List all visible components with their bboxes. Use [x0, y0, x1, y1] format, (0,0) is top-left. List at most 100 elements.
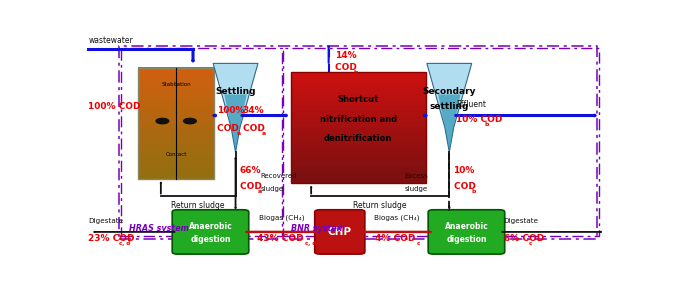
- FancyBboxPatch shape: [138, 90, 215, 96]
- FancyBboxPatch shape: [291, 83, 426, 89]
- FancyBboxPatch shape: [138, 128, 215, 134]
- Text: CHP: CHP: [328, 227, 352, 237]
- FancyBboxPatch shape: [138, 150, 215, 157]
- Polygon shape: [427, 63, 472, 152]
- FancyBboxPatch shape: [138, 173, 215, 179]
- Text: 100% COD: 100% COD: [89, 102, 141, 111]
- Text: Anaerobic: Anaerobic: [445, 222, 488, 231]
- FancyBboxPatch shape: [291, 127, 426, 133]
- Text: b: b: [354, 70, 358, 75]
- Text: c, d: c, d: [306, 241, 317, 246]
- FancyBboxPatch shape: [291, 77, 426, 83]
- Text: Biogas (CH₄): Biogas (CH₄): [259, 215, 304, 221]
- FancyBboxPatch shape: [291, 99, 426, 105]
- FancyBboxPatch shape: [138, 84, 215, 90]
- Text: Recovered: Recovered: [261, 173, 298, 179]
- Text: nitrification and: nitrification and: [319, 115, 397, 124]
- Text: 4% COD: 4% COD: [375, 234, 418, 243]
- Text: 23% COD: 23% COD: [88, 234, 138, 243]
- FancyBboxPatch shape: [138, 145, 215, 151]
- Circle shape: [184, 118, 196, 124]
- FancyBboxPatch shape: [291, 111, 426, 117]
- Text: Return sludge: Return sludge: [172, 200, 225, 210]
- Text: Contact: Contact: [165, 152, 187, 157]
- Text: 43% COD: 43% COD: [257, 234, 306, 243]
- Text: 66%: 66%: [240, 166, 262, 175]
- Text: Biogas (CH₄): Biogas (CH₄): [374, 215, 419, 221]
- FancyBboxPatch shape: [138, 156, 215, 162]
- FancyBboxPatch shape: [138, 78, 215, 84]
- FancyBboxPatch shape: [291, 116, 426, 122]
- FancyBboxPatch shape: [138, 106, 215, 112]
- FancyBboxPatch shape: [138, 162, 215, 168]
- FancyBboxPatch shape: [291, 171, 426, 178]
- FancyBboxPatch shape: [315, 210, 365, 254]
- Text: Settling: Settling: [215, 87, 256, 96]
- Text: Anaerobic: Anaerobic: [189, 222, 232, 231]
- FancyBboxPatch shape: [291, 94, 426, 100]
- Text: BNR system: BNR system: [291, 224, 345, 233]
- FancyBboxPatch shape: [291, 177, 426, 183]
- Polygon shape: [224, 94, 247, 152]
- FancyBboxPatch shape: [291, 72, 426, 78]
- FancyBboxPatch shape: [291, 144, 426, 150]
- FancyBboxPatch shape: [138, 95, 215, 101]
- FancyBboxPatch shape: [291, 166, 426, 172]
- Text: Excess: Excess: [405, 173, 428, 179]
- FancyBboxPatch shape: [428, 210, 505, 254]
- Text: Digestate: Digestate: [88, 218, 123, 224]
- FancyBboxPatch shape: [291, 105, 426, 111]
- Bar: [119, 46, 597, 238]
- Text: a: a: [237, 131, 241, 136]
- Text: Return sludge: Return sludge: [353, 200, 407, 210]
- Text: c: c: [529, 241, 533, 246]
- Circle shape: [156, 118, 169, 124]
- Text: Stabliation: Stabliation: [161, 82, 191, 87]
- FancyBboxPatch shape: [172, 210, 249, 254]
- Text: b: b: [485, 122, 489, 127]
- Text: settling: settling: [430, 102, 469, 111]
- Text: digestion: digestion: [446, 235, 487, 245]
- Text: denitrification: denitrification: [324, 134, 392, 143]
- FancyBboxPatch shape: [138, 139, 215, 145]
- Text: 10% COD: 10% COD: [456, 115, 506, 124]
- Text: c: c: [417, 241, 419, 246]
- Text: 6% COD: 6% COD: [504, 234, 547, 243]
- Text: 34%: 34%: [242, 106, 264, 115]
- Text: COD: COD: [335, 63, 360, 72]
- Bar: [121, 48, 282, 236]
- Text: Digestate: Digestate: [504, 218, 539, 224]
- FancyBboxPatch shape: [291, 149, 426, 156]
- Polygon shape: [438, 94, 460, 152]
- Polygon shape: [213, 63, 258, 152]
- FancyBboxPatch shape: [291, 155, 426, 161]
- Text: c, d: c, d: [119, 241, 131, 246]
- FancyBboxPatch shape: [291, 138, 426, 144]
- Text: Shortcut: Shortcut: [338, 96, 379, 105]
- FancyBboxPatch shape: [138, 167, 215, 173]
- Text: COD: COD: [454, 182, 479, 191]
- FancyBboxPatch shape: [138, 123, 215, 129]
- Text: sludge: sludge: [405, 186, 428, 192]
- Text: COD: COD: [217, 124, 242, 133]
- FancyBboxPatch shape: [138, 101, 215, 107]
- Text: Effluent: Effluent: [456, 100, 486, 109]
- FancyBboxPatch shape: [291, 88, 426, 94]
- FancyBboxPatch shape: [138, 73, 215, 79]
- Text: 10%: 10%: [454, 166, 475, 175]
- Text: wastewater: wastewater: [89, 35, 133, 45]
- Bar: [283, 48, 599, 236]
- Text: HRAS system: HRAS system: [129, 224, 189, 233]
- FancyBboxPatch shape: [291, 160, 426, 166]
- Text: COD: COD: [240, 182, 265, 191]
- Text: a: a: [262, 131, 266, 136]
- Text: COD: COD: [242, 124, 268, 133]
- FancyBboxPatch shape: [138, 134, 215, 140]
- FancyBboxPatch shape: [291, 122, 426, 128]
- FancyBboxPatch shape: [138, 112, 215, 118]
- FancyBboxPatch shape: [138, 117, 215, 123]
- Text: 100%: 100%: [217, 106, 244, 115]
- Text: b: b: [471, 189, 476, 194]
- FancyBboxPatch shape: [138, 67, 215, 73]
- Text: 14%: 14%: [335, 51, 357, 60]
